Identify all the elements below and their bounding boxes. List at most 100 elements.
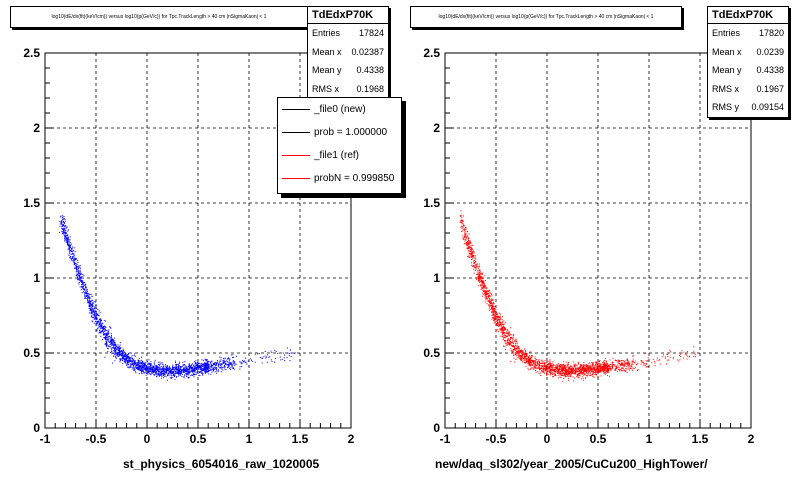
data-point	[532, 363, 534, 365]
data-point	[528, 359, 530, 361]
data-point	[294, 352, 296, 354]
data-point	[194, 370, 196, 372]
data-point	[577, 374, 579, 376]
data-point	[597, 368, 599, 370]
data-point	[188, 371, 190, 373]
data-point	[577, 367, 579, 369]
data-point	[85, 291, 87, 293]
data-point	[581, 371, 583, 373]
data-point	[219, 362, 221, 364]
data-point	[76, 266, 78, 268]
data-point	[88, 308, 90, 310]
data-point	[163, 377, 165, 379]
data-point	[142, 366, 144, 368]
data-point	[74, 267, 76, 269]
data-point	[201, 369, 203, 371]
data-point	[599, 368, 601, 370]
data-point	[626, 363, 628, 365]
data-point	[511, 345, 513, 347]
data-point	[528, 357, 530, 359]
data-point	[632, 367, 634, 369]
data-point	[197, 370, 199, 372]
data-point	[165, 366, 167, 368]
data-point	[645, 366, 647, 368]
data-point	[100, 326, 102, 328]
data-point	[597, 376, 599, 378]
legend-box: _file0 (new) prob = 1.000000 _file1 (ref…	[277, 97, 402, 194]
data-point	[534, 361, 536, 363]
data-point	[515, 348, 517, 350]
data-point	[204, 364, 206, 366]
data-point	[112, 338, 114, 340]
data-point	[529, 358, 531, 360]
data-point	[139, 362, 141, 364]
data-point	[472, 256, 474, 258]
data-point	[204, 368, 206, 370]
data-point	[107, 351, 109, 353]
data-point	[208, 366, 210, 368]
data-point	[516, 348, 518, 350]
data-point	[135, 372, 137, 374]
data-point	[503, 336, 505, 338]
data-point	[64, 239, 66, 241]
data-point	[461, 214, 463, 216]
data-point	[533, 360, 535, 362]
data-point	[464, 242, 466, 244]
data-point	[186, 375, 188, 377]
data-point	[527, 357, 529, 359]
data-point	[141, 359, 143, 361]
data-point	[462, 235, 464, 237]
data-point	[267, 354, 269, 356]
data-point	[584, 367, 586, 369]
data-point	[586, 370, 588, 372]
data-point	[471, 248, 473, 250]
data-point	[553, 370, 555, 372]
data-point	[508, 342, 510, 344]
data-point	[503, 335, 505, 337]
data-point	[122, 357, 124, 359]
data-point	[498, 312, 500, 314]
data-point	[560, 365, 562, 367]
data-point	[530, 356, 532, 358]
data-point	[230, 354, 232, 356]
data-point	[531, 356, 533, 358]
data-point	[99, 331, 101, 333]
data-point	[96, 304, 98, 306]
data-point	[153, 362, 155, 364]
data-point	[549, 359, 551, 361]
data-point	[62, 219, 64, 221]
data-point	[122, 349, 124, 351]
data-point	[98, 310, 100, 312]
data-point	[584, 373, 586, 375]
data-point	[155, 366, 157, 368]
data-point	[106, 344, 108, 346]
data-point	[222, 367, 224, 369]
data-point	[464, 240, 466, 242]
data-point	[621, 367, 623, 369]
data-point	[585, 364, 587, 366]
data-point	[484, 287, 486, 289]
data-point	[168, 368, 170, 370]
data-point	[493, 319, 495, 321]
data-point	[525, 355, 527, 357]
data-point	[468, 241, 470, 243]
data-point	[131, 361, 133, 363]
data-point	[115, 348, 117, 350]
data-point	[178, 368, 180, 370]
data-point	[116, 353, 118, 355]
data-point	[188, 363, 190, 365]
data-point	[105, 333, 107, 335]
data-point	[595, 368, 597, 370]
data-point	[506, 332, 508, 334]
data-point	[141, 362, 143, 364]
data-point	[510, 334, 512, 336]
data-point	[206, 365, 208, 367]
data-point	[569, 375, 571, 377]
data-point	[110, 332, 112, 334]
data-point	[132, 363, 134, 365]
data-point	[245, 362, 247, 364]
data-point	[477, 272, 479, 274]
data-point	[571, 365, 573, 367]
data-point	[127, 361, 129, 363]
data-point	[533, 367, 535, 369]
